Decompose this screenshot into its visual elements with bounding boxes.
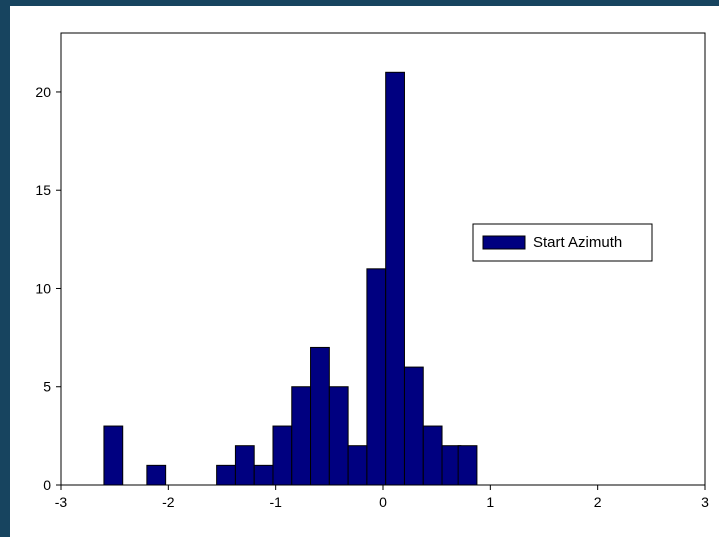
y-tick-label: 10 — [35, 280, 51, 296]
histogram-bar — [403, 366, 424, 486]
y-tick-label: 20 — [35, 84, 51, 100]
chart-frame: -3 -2 -1 0 1 2 3 0 5 10 15 20 Start Azimuth — [10, 6, 719, 537]
legend-swatch — [482, 235, 526, 250]
y-tick-label: 5 — [43, 379, 51, 395]
histogram-bar — [234, 445, 255, 486]
histogram-bar — [385, 71, 405, 486]
x-tick-label: 1 — [486, 494, 494, 510]
histogram-bar — [347, 445, 368, 486]
histogram-bar — [422, 425, 443, 486]
histogram-bar — [103, 425, 124, 486]
y-tick-label: 15 — [35, 182, 51, 198]
histogram-bar — [272, 425, 293, 486]
y-axis-ticks: 0 5 10 15 20 — [35, 84, 61, 493]
histogram-bar — [216, 464, 236, 486]
x-tick-label: -3 — [55, 494, 68, 510]
y-tick-label: 0 — [43, 477, 51, 493]
histogram-bar — [366, 268, 387, 486]
x-tick-label: -2 — [162, 494, 175, 510]
x-tick-label: 3 — [701, 494, 709, 510]
x-tick-label: 0 — [379, 494, 387, 510]
histogram-bar — [457, 445, 478, 486]
histogram-bar — [253, 464, 274, 486]
histogram-bar — [291, 386, 312, 486]
histogram-bar — [310, 346, 330, 486]
legend-label: Start Azimuth — [533, 234, 622, 251]
histogram-bar — [146, 464, 167, 486]
bars-group — [103, 71, 478, 486]
x-axis-ticks: -3 -2 -1 0 1 2 3 — [55, 485, 709, 510]
histogram-chart: -3 -2 -1 0 1 2 3 0 5 10 15 20 Start Azimuth — [35, 32, 709, 510]
x-tick-label: 2 — [594, 494, 602, 510]
legend: Start Azimuth — [472, 223, 653, 262]
histogram-bar — [328, 386, 349, 486]
x-tick-label: -1 — [269, 494, 282, 510]
